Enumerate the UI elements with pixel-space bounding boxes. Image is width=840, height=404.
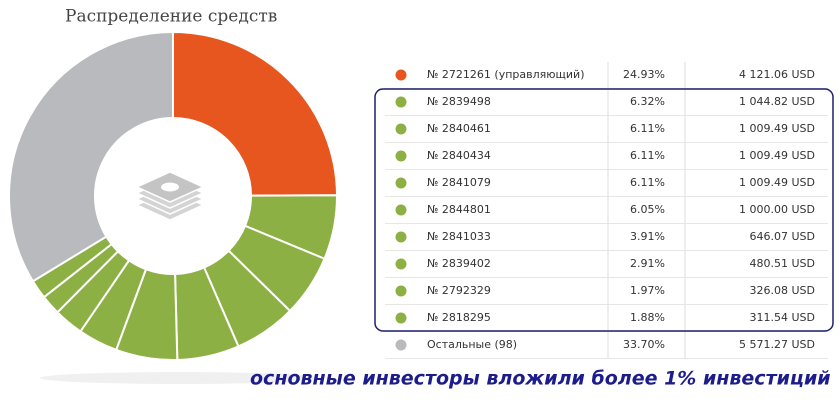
amount-label: 1 044.82 USD [739, 95, 815, 108]
legend-label: № 2839402 [427, 257, 491, 270]
amount-label: 4 121.06 USD [739, 68, 815, 81]
legend-label: № 2841033 [427, 230, 491, 243]
amount-label: 326.08 USD [750, 284, 816, 297]
percent-label: 6.11% [630, 122, 665, 135]
legend-dot [395, 204, 407, 216]
pie-slice [8, 30, 174, 283]
amount-label: 1 009.49 USD [739, 122, 815, 135]
percent-label: 2.91% [630, 257, 665, 270]
amount-label: 1 000.00 USD [739, 203, 815, 216]
legend-label: № 2841079 [427, 176, 491, 189]
legend-label: № 2844801 [427, 203, 491, 216]
legend-table: № 2721261 (управляющий) 24.93% 4 121.06 US… [385, 68, 828, 359]
percent-label: 6.11% [630, 149, 665, 162]
amount-label: 311.54 USD [750, 311, 816, 324]
percent-label: 1.97% [630, 284, 665, 297]
legend-label: № 2792329 [427, 284, 491, 297]
legend-dot [395, 231, 407, 243]
percent-label: 24.93% [623, 68, 665, 81]
percent-label: 1.88% [630, 311, 665, 324]
chart-title: Распределение средств [65, 7, 277, 27]
legend-label: Остальные (98) [427, 338, 517, 351]
percent-label: 3.91% [630, 230, 665, 243]
percent-label: 6.32% [630, 95, 665, 108]
amount-label: 480.51 USD [750, 257, 816, 270]
legend-label: № 2721261 (управляющий) [427, 68, 584, 81]
legend-dot [395, 258, 407, 270]
amount-label: 1 009.49 USD [739, 176, 815, 189]
pie-slice [172, 30, 339, 197]
percent-label: 33.70% [623, 338, 665, 351]
legend-dot [395, 285, 407, 297]
legend-label: № 2839498 [427, 95, 491, 108]
legend-dot [395, 150, 407, 162]
legend-label: № 2818295 [427, 311, 491, 324]
legend-dot [395, 96, 407, 108]
legend-label: № 2840434 [427, 149, 491, 162]
percent-label: 6.11% [630, 176, 665, 189]
percent-label: 6.05% [630, 203, 665, 216]
pie-shadow [40, 372, 320, 384]
legend-dot [395, 69, 407, 81]
legend-dot [395, 123, 407, 135]
legend-dot [395, 177, 407, 189]
legend-dot [395, 312, 407, 324]
amount-label: 1 009.49 USD [739, 149, 815, 162]
pie [8, 30, 339, 361]
annotation: основные инвесторы вложили более 1% инве… [250, 368, 831, 390]
amount-label: 646.07 USD [750, 230, 816, 243]
legend-dot [395, 339, 407, 351]
money-icon [135, 171, 205, 221]
legend-label: № 2840461 [427, 122, 491, 135]
amount-label: 5 571.27 USD [739, 338, 815, 351]
highlight-box [374, 88, 834, 332]
